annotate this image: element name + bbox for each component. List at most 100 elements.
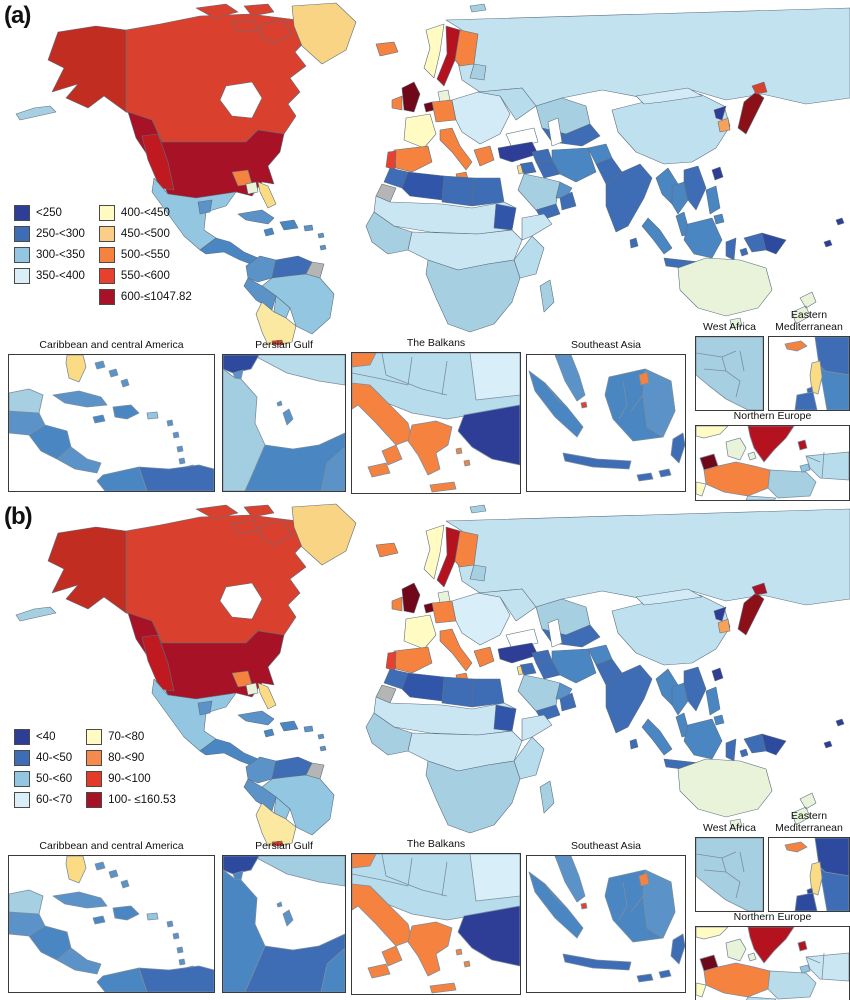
israelI-region [809, 360, 823, 395]
alaska-region [47, 526, 127, 614]
pacific-region [823, 217, 845, 248]
legend-row: 450-<500 [98, 226, 192, 242]
inset-west-africa-a: West Africa [695, 321, 764, 412]
turkeyI-region [457, 905, 520, 967]
inset-map-eastern-mediterranean [768, 837, 850, 913]
madagascar-region [539, 279, 555, 313]
pr-region [146, 912, 159, 921]
cuba-region [237, 209, 275, 225]
kaliningrad-region [799, 964, 811, 974]
sudan-region [493, 203, 517, 231]
horn-region [521, 714, 553, 742]
cuba-region [237, 710, 275, 726]
saudi-region [223, 368, 266, 492]
srilanka-region [629, 237, 639, 249]
greece-region [407, 420, 453, 476]
arctic-region [195, 504, 293, 546]
antilles-region [303, 224, 327, 251]
iran-region [252, 856, 345, 887]
kaliningrad-region [799, 463, 811, 473]
legend-label: 60-<70 [36, 794, 73, 806]
panel-b: (b) <40 40-<50 50-<60 60-<70 70-<80 80-<90 90-… [0, 501, 850, 1000]
brunei-region [638, 371, 650, 386]
polandN-region [767, 469, 817, 499]
legend-label: <250 [36, 207, 62, 219]
nz-region [791, 792, 817, 826]
australia-region [677, 758, 773, 818]
india-region [605, 163, 653, 233]
polandN-region [767, 970, 817, 1000]
legend-swatch [14, 729, 30, 745]
czechN-region [745, 495, 777, 501]
hispaniola-region [279, 219, 299, 231]
legend-b: <40 40-<50 50-<60 60-<70 70-<80 80-<90 90-<100… [14, 729, 176, 808]
border-line [385, 374, 448, 396]
mongolia-region [635, 87, 703, 105]
lesser-region [636, 969, 672, 983]
india-region [605, 664, 653, 734]
legend-label: 400-<450 [120, 207, 170, 219]
legend-label: 300-<350 [36, 249, 85, 261]
russia-region [445, 508, 850, 608]
florida-region [257, 181, 277, 209]
pacific-region [823, 718, 845, 749]
easteur-region [451, 91, 511, 145]
border-line [721, 356, 727, 372]
spain-region [393, 646, 433, 674]
balticN-region [805, 451, 849, 481]
jamaica-region [263, 227, 275, 237]
legend-label: 350-<400 [36, 270, 85, 282]
hispaniola-region [279, 720, 299, 732]
svalbard-region [469, 504, 487, 514]
calabria-region [381, 945, 403, 967]
antilles-region [166, 419, 186, 465]
philippines-region [705, 185, 725, 225]
turkey-region [497, 642, 539, 664]
sicilyI-region [367, 462, 391, 478]
border-line [739, 350, 745, 372]
pr-region [146, 411, 159, 420]
oman-region [559, 692, 577, 712]
rightBottom-region [818, 364, 849, 411]
inset-northern-europe-b: Northern Europe [695, 911, 850, 1000]
easteur-region [451, 592, 511, 646]
ukraine-region [477, 87, 537, 121]
denmarkN-region [725, 938, 757, 962]
costapanama-region [56, 446, 102, 474]
srilanka-region [629, 738, 639, 750]
tierra-region [271, 840, 284, 846]
inset-caribbean-a: Caribbean and central America [8, 339, 215, 493]
germanyN-region [703, 461, 771, 497]
caspian-region [547, 117, 563, 147]
iran-region [551, 648, 597, 684]
legend-label: 90-<100 [108, 773, 151, 785]
bahrain-region [276, 901, 283, 908]
border-line [821, 452, 825, 479]
inset-map-southeast-asia [526, 855, 686, 994]
legend-row: 500-<550 [98, 247, 192, 263]
inset-title-southeast-asia: Southeast Asia [570, 339, 642, 351]
oman-region [559, 191, 577, 211]
skorea-region [717, 618, 731, 634]
swedenN-region [747, 927, 795, 964]
inset-balkans-b: The Balkans [351, 838, 521, 996]
egypt-region [471, 177, 505, 207]
taiwan-region [711, 166, 724, 181]
sicilyI-region [367, 963, 391, 979]
inset-caribbean-b: Caribbean and central America [8, 840, 215, 994]
colombia-region [96, 466, 148, 492]
skorea-region [717, 117, 731, 133]
legend-row: 350-<400 [14, 268, 85, 284]
iceland-region [375, 542, 399, 558]
malay-region [554, 856, 586, 903]
inset-title-caribbean: Caribbean and central America [39, 339, 184, 351]
inset-map-caribbean [8, 855, 215, 994]
java-region [562, 953, 632, 971]
inset-title-persian-gulf: Persian Gulf [255, 339, 313, 351]
nz-region [791, 291, 817, 325]
legend-swatch [14, 205, 30, 221]
singapore-region [580, 401, 588, 409]
china-region [611, 93, 731, 165]
border-line [805, 956, 821, 964]
